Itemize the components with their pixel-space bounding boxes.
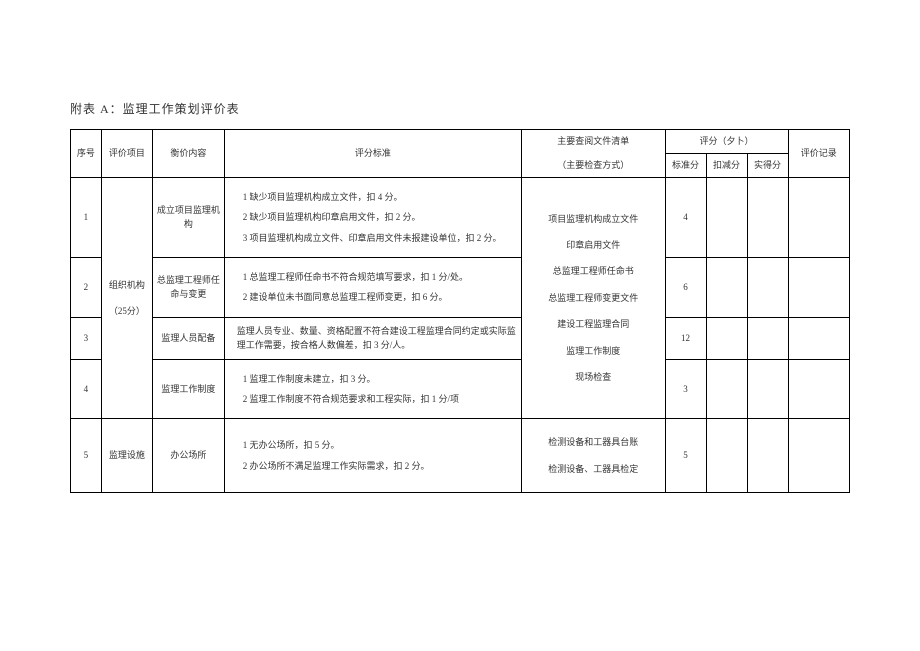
- criteria-line: 1 总监理工程师任命书不符合规范填写要求，扣 1 分/处。: [243, 270, 517, 284]
- criteria-line: 1 监理工作制度未建立，扣 3 分。: [243, 372, 517, 386]
- cell-content: 成立项目监理机构: [153, 177, 225, 257]
- group1-label: 组织机构: [104, 278, 150, 292]
- cell-actual: [747, 177, 788, 257]
- group1-points: （25分）: [104, 304, 150, 318]
- table-row: 5 监理设施 办公场所 1 无办公场所，扣 5 分。 2 办公场所不满足监理工作…: [71, 419, 850, 493]
- h-deduct: 扣减分: [706, 153, 747, 177]
- h-standard: 标准分: [665, 153, 706, 177]
- cell-deduct: [706, 359, 747, 419]
- cell-project-group1: 组织机构 （25分）: [101, 177, 152, 419]
- cell-seq: 4: [71, 359, 102, 419]
- cell-actual: [747, 317, 788, 359]
- criteria-line: 2 缺少项目监理机构印章启用文件，扣 2 分。: [243, 210, 517, 224]
- cell-content: 办公场所: [153, 419, 225, 493]
- criteria-line: 2 监理工作制度不符合规范要求和工程实际，扣 1 分/项: [243, 392, 517, 406]
- h-actual: 实得分: [747, 153, 788, 177]
- cell-content: 总监理工程师任命与变更: [153, 257, 225, 317]
- table-row: 1 组织机构 （25分） 成立项目监理机构 1 缺少项目监理机构成立文件，扣 4…: [71, 177, 850, 257]
- cell-record: [788, 419, 850, 493]
- h-documents-main: 主要查阅文件清单: [524, 134, 663, 148]
- cell-project-group2: 监理设施: [101, 419, 152, 493]
- doc-line: 总监理工程师变更文件: [526, 291, 661, 305]
- cell-deduct: [706, 419, 747, 493]
- table-title: 附表 A：监理工作策划评价表: [70, 100, 850, 117]
- doc-line: 印章启用文件: [526, 238, 661, 252]
- cell-deduct: [706, 177, 747, 257]
- doc-line: 现场检查: [526, 370, 661, 384]
- cell-std: 6: [665, 257, 706, 317]
- cell-criteria: 1 总监理工程师任命书不符合规范填写要求，扣 1 分/处。 2 建设单位未书面同…: [224, 257, 521, 317]
- cell-seq: 1: [71, 177, 102, 257]
- cell-seq: 2: [71, 257, 102, 317]
- doc-line: 检测设备和工器具台账: [526, 435, 661, 449]
- header-row: 序号 评价项目 衡价内容 评分标准 主要查阅文件清单 （主要检查方式） 评分（夕…: [71, 130, 850, 154]
- cell-std: 12: [665, 317, 706, 359]
- cell-deduct: [706, 317, 747, 359]
- cell-record: [788, 257, 850, 317]
- cell-record: [788, 359, 850, 419]
- h-criteria: 评分标准: [224, 130, 521, 178]
- cell-record: [788, 317, 850, 359]
- cell-seq: 5: [71, 419, 102, 493]
- cell-actual: [747, 257, 788, 317]
- h-documents-sub: （主要检查方式）: [524, 158, 663, 172]
- cell-content: 监理人员配备: [153, 317, 225, 359]
- table-row: 3 监理人员配备 监理人员专业、数量、资格配置不符合建设工程监理合同约定或实际监…: [71, 317, 850, 359]
- evaluation-table: 序号 评价项目 衡价内容 评分标准 主要查阅文件清单 （主要检查方式） 评分（夕…: [70, 129, 850, 493]
- criteria-line: 1 无办公场所，扣 5 分。: [243, 438, 517, 452]
- doc-line: 建设工程监理合同: [526, 317, 661, 331]
- h-seq: 序号: [71, 130, 102, 178]
- cell-record: [788, 177, 850, 257]
- criteria-line: 2 建设单位未书面同意总监理工程师变更，扣 6 分。: [243, 290, 517, 304]
- cell-documents-group1: 项目监理机构成立文件 印章启用文件 总监理工程师任命书 总监理工程师变更文件 建…: [522, 177, 666, 419]
- table-row: 2 总监理工程师任命与变更 1 总监理工程师任命书不符合规范填写要求，扣 1 分…: [71, 257, 850, 317]
- cell-std: 5: [665, 419, 706, 493]
- cell-seq: 3: [71, 317, 102, 359]
- cell-criteria: 1 监理工作制度未建立，扣 3 分。 2 监理工作制度不符合规范要求和工程实际，…: [224, 359, 521, 419]
- cell-std: 4: [665, 177, 706, 257]
- h-content: 衡价内容: [153, 130, 225, 178]
- doc-line: 项目监理机构成立文件: [526, 212, 661, 226]
- h-record: 评价记录: [788, 130, 850, 178]
- h-score-group: 评分（夕卜）: [665, 130, 788, 154]
- cell-criteria: 1 无办公场所，扣 5 分。 2 办公场所不满足监理工作实际需求，扣 2 分。: [224, 419, 521, 493]
- doc-line: 监理工作制度: [526, 344, 661, 358]
- cell-criteria: 1 缺少项目监理机构成立文件，扣 4 分。 2 缺少项目监理机构印章启用文件，扣…: [224, 177, 521, 257]
- cell-actual: [747, 419, 788, 493]
- cell-criteria: 监理人员专业、数量、资格配置不符合建设工程监理合同约定或实际监理工作需要，按合格…: [224, 317, 521, 359]
- cell-std: 3: [665, 359, 706, 419]
- criteria-line: 1 缺少项目监理机构成立文件，扣 4 分。: [243, 190, 517, 204]
- h-project: 评价项目: [101, 130, 152, 178]
- doc-line: 总监理工程师任命书: [526, 264, 661, 278]
- criteria-line: 监理人员专业、数量、资格配置不符合建设工程监理合同约定或实际监理工作需要，按合格…: [237, 326, 516, 350]
- h-documents: 主要查阅文件清单 （主要检查方式）: [522, 130, 666, 178]
- criteria-line: 3 项目监理机构成立文件、印章启用文件未报建设单位，扣 2 分。: [243, 231, 517, 245]
- doc-line: 检测设备、工器具检定: [526, 462, 661, 476]
- criteria-line: 2 办公场所不满足监理工作实际需求，扣 2 分。: [243, 459, 517, 473]
- table-row: 4 监理工作制度 1 监理工作制度未建立，扣 3 分。 2 监理工作制度不符合规…: [71, 359, 850, 419]
- cell-deduct: [706, 257, 747, 317]
- cell-content: 监理工作制度: [153, 359, 225, 419]
- cell-documents-group2: 检测设备和工器具台账 检测设备、工器具检定: [522, 419, 666, 493]
- cell-actual: [747, 359, 788, 419]
